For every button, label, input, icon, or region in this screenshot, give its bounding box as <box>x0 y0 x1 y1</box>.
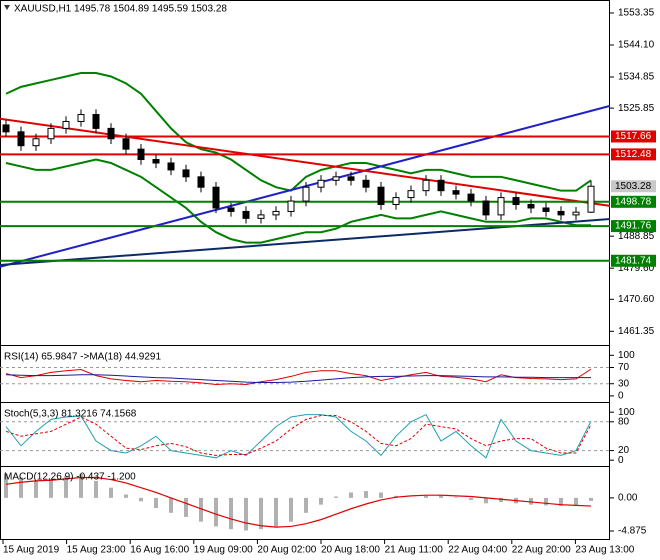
candle-body <box>422 179 430 192</box>
candle-body <box>197 176 205 188</box>
panel-title: MACD(12,26,9) -0.437 -1.200 <box>4 472 136 483</box>
level-label-bg <box>611 148 656 161</box>
indicator-line <box>5 413 592 459</box>
candle-body <box>2 124 10 133</box>
candle-body <box>347 176 355 181</box>
y-tick-label: 1461.35 <box>618 326 655 337</box>
price-label-bg <box>611 180 656 193</box>
candle-body <box>467 193 475 202</box>
x-tick-label: 20 Aug 02:00 <box>257 545 316 556</box>
y-tick-label: 70 <box>618 362 630 373</box>
candle-body <box>302 186 310 202</box>
level-label-bg <box>611 130 656 143</box>
x-tick-label: 15 Aug 23:00 <box>67 545 126 556</box>
candle-body <box>377 186 385 206</box>
candle-body <box>557 210 565 216</box>
y-tick-label: 0 <box>618 455 624 466</box>
symbol-icon <box>4 5 10 10</box>
y-tick-label: 20 <box>618 445 630 456</box>
candle-body <box>482 200 490 216</box>
panel-title: XAUUSD,H1 1495.78 1504.89 1495.59 1503.2… <box>14 4 227 15</box>
candle-body <box>362 179 370 188</box>
candle-body <box>317 179 325 188</box>
candle-body <box>32 138 40 147</box>
indicator-line <box>5 368 592 386</box>
candle-body <box>572 211 580 216</box>
candle-body <box>392 197 400 206</box>
level-label: 1491.76 <box>615 221 652 232</box>
candle-body <box>527 204 535 209</box>
x-tick-label: 16 Aug 16:00 <box>130 545 189 556</box>
level-label-bg <box>611 195 656 208</box>
x-tick-label: 22 Aug 04:00 <box>448 545 507 556</box>
level-label-bg <box>611 220 656 233</box>
panel-title: Stoch(5,3,3) 81.3216 74.1568 <box>4 409 137 420</box>
candle-body <box>17 131 25 147</box>
candle-body <box>47 127 55 140</box>
y-tick-label: 1525.85 <box>618 103 655 114</box>
level-label: 1481.74 <box>615 255 652 266</box>
level-label: 1512.48 <box>615 149 652 160</box>
y-tick-label: 1488.85 <box>618 231 655 242</box>
candle-body <box>107 127 115 140</box>
candle-body <box>137 148 145 161</box>
candle-body <box>287 200 295 212</box>
candle-body <box>587 185 595 213</box>
candle-body <box>257 214 265 219</box>
candle-body <box>152 159 160 164</box>
candle-body <box>227 207 235 212</box>
x-tick-label: 19 Aug 09:00 <box>194 545 253 556</box>
x-tick-label: 23 Aug 13:00 <box>575 545 634 556</box>
y-tick-label: 1470.60 <box>618 294 655 305</box>
candle-body <box>242 210 250 219</box>
y-tick-label: 80 <box>618 416 630 427</box>
x-tick-label: 15 Aug 2019 <box>3 545 60 556</box>
candle-body <box>512 197 520 206</box>
candle-body <box>272 210 280 216</box>
candle-body <box>77 114 85 122</box>
panel-title: RSI(14) 65.9847 ->MA(18) 44.9291 <box>4 352 161 363</box>
trend-line <box>0 104 611 268</box>
bollinger-band <box>5 72 592 192</box>
candle-body <box>182 169 190 178</box>
y-tick-label: 0 <box>618 391 624 402</box>
level-label-bg <box>611 254 656 267</box>
candle-body <box>92 114 100 129</box>
candle-body <box>407 190 415 199</box>
y-tick-label: 100 <box>618 350 635 361</box>
y-tick-label: 1534.85 <box>618 72 655 83</box>
y-tick-label: 0.00 <box>618 493 638 504</box>
level-label: 1517.66 <box>615 131 652 142</box>
candle-body <box>497 197 505 216</box>
y-tick-label: 1479.60 <box>618 263 655 274</box>
signal-line <box>5 476 592 528</box>
candle-body <box>452 190 460 195</box>
level-label: 1498.78 <box>615 196 652 207</box>
x-tick-label: 20 Aug 18:00 <box>321 545 380 556</box>
candle-body <box>542 207 550 212</box>
candle-body <box>122 138 130 150</box>
candle-body <box>62 120 70 129</box>
x-tick-label: 22 Aug 20:00 <box>512 545 571 556</box>
y-tick-label: 30 <box>618 378 630 389</box>
current-price-label: 1503.28 <box>615 181 652 192</box>
y-tick-label: 100 <box>618 407 635 418</box>
candle-body <box>212 186 220 209</box>
bollinger-band <box>5 158 591 244</box>
candle-body <box>167 162 175 171</box>
y-tick-label: 1544.10 <box>618 40 655 51</box>
indicator-line <box>5 374 592 384</box>
y-tick-label: 1553.35 <box>618 8 655 19</box>
indicator-line <box>5 415 592 456</box>
y-tick-label: -4.875 <box>618 526 647 537</box>
plot-frame <box>0 0 610 540</box>
candle-body <box>332 176 340 181</box>
x-tick-label: 21 Aug 11:00 <box>385 545 444 556</box>
candle-body <box>437 179 445 192</box>
trend-line <box>0 117 611 207</box>
